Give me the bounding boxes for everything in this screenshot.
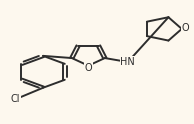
Text: Cl: Cl — [10, 94, 20, 104]
Text: HN: HN — [120, 57, 135, 67]
Text: O: O — [85, 62, 92, 73]
Text: O: O — [181, 23, 189, 33]
